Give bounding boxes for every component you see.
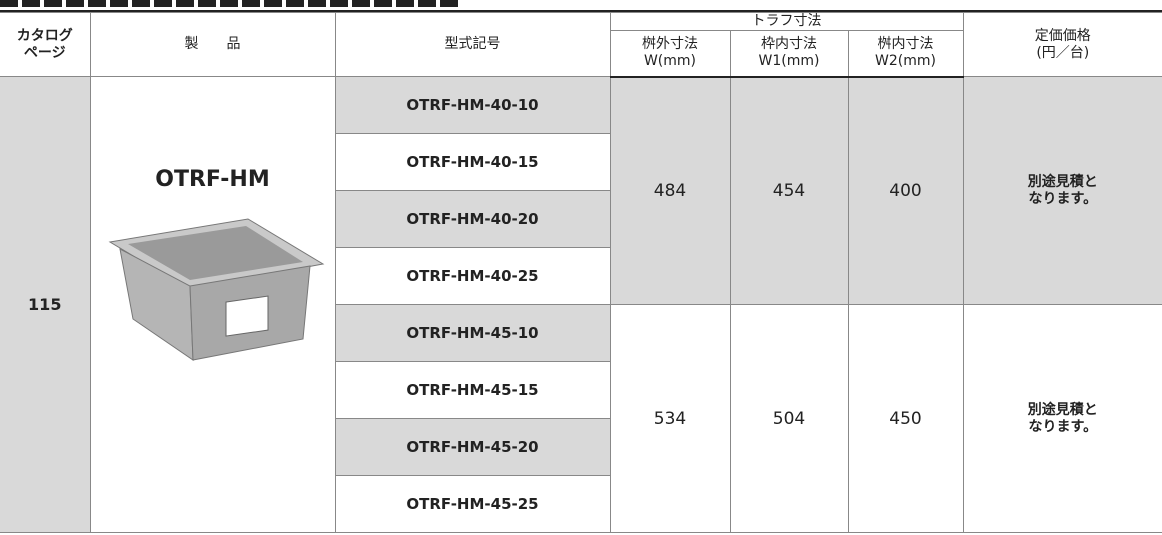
header-cell: 桝外寸法 W(mm)	[610, 30, 731, 78]
price-cell: 別途見積と なります。	[962, 76, 1162, 305]
product-table: カタログ ページ 製 品 型式記号 トラフ寸法 定価価格 (円／台) 桝外寸法 W(…	[0, 12, 1162, 533]
row: 115 OTRF-HM OTRF-HM-40-10 484 454 400 別途見積と なり…	[0, 76, 1162, 533]
header-cell: 製 品	[89, 12, 336, 77]
model-cell: OTRF-HM-40-25	[335, 247, 610, 305]
dim-cell: 484	[609, 76, 731, 305]
model-cell: OTRF-HM-40-10	[334, 76, 611, 134]
header-text: 桝内寸法	[877, 36, 934, 53]
price-cell: 別途見積と なります。	[962, 304, 1162, 533]
dim-cell: 454	[729, 76, 849, 305]
row: OTRF-HM-40-25	[0, 247, 1162, 305]
dim-cell: 400	[847, 76, 964, 305]
header-text: 枠内寸法	[761, 36, 817, 53]
title-bar	[0, 0, 1162, 12]
header-text: W(mm)	[643, 53, 697, 70]
page-cell: 115	[0, 76, 91, 533]
product-name: OTRF-HM	[155, 167, 270, 192]
header-cell: 枠内寸法 W1(mm)	[729, 30, 849, 78]
row: OTRF-HM-45-15	[0, 361, 1162, 419]
model-cell: OTRF-HM-40-20	[335, 190, 610, 248]
header-text: 定価価格	[1034, 27, 1091, 44]
header-text: W2(mm)	[875, 53, 936, 70]
header-cell: トラフ寸法	[609, 12, 964, 31]
header-cell: 型式記号	[334, 12, 611, 77]
row: OTRF-HM-40-20	[0, 190, 1162, 248]
row: OTRF-HM-45-20	[0, 418, 1162, 476]
model-cell: OTRF-HM-45-10	[335, 304, 611, 362]
header-cell: カタログ ページ	[0, 12, 91, 77]
row: OTRF-HM-40-15	[0, 133, 1162, 191]
header-text: (円／台)	[1036, 44, 1090, 61]
header-cell: 定価価格 (円／台)	[962, 12, 1162, 77]
dim-cell: 534	[609, 304, 731, 533]
model-cell: OTRF-HM-40-15	[335, 133, 610, 191]
model-cell: OTRF-HM-45-20	[335, 418, 610, 476]
product-cell: OTRF-HM	[89, 76, 336, 533]
product-image	[108, 218, 324, 361]
header-text: W1(mm)	[758, 53, 820, 70]
dim-cell: 504	[729, 304, 849, 533]
row: OTRF-HM-45-25	[0, 475, 1162, 533]
row: OTRF-HM-45-10 534 504 450 別途見積と なります。	[0, 304, 1162, 533]
header-cell: 桝内寸法 W2(mm)	[847, 30, 964, 78]
model-cell: OTRF-HM-45-15	[335, 361, 610, 419]
model-cell: OTRF-HM-45-25	[335, 475, 610, 533]
dim-cell: 450	[847, 304, 964, 533]
header-text: 桝外寸法	[642, 36, 698, 53]
